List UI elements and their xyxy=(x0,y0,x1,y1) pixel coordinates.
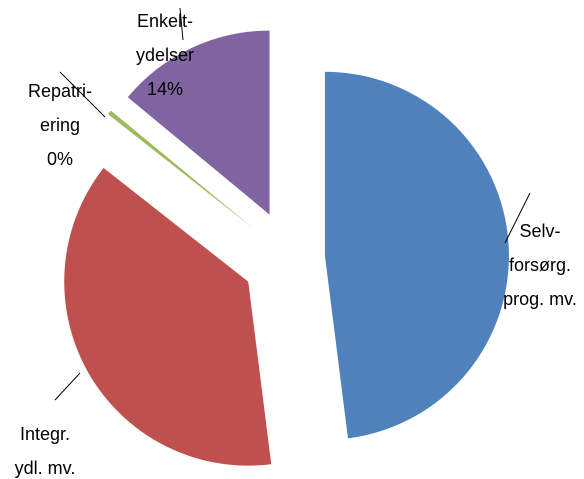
slices xyxy=(64,30,509,466)
pie-slice xyxy=(127,30,270,215)
value-label: 0% xyxy=(47,149,73,169)
value-label: 14% xyxy=(147,79,183,99)
slice-label: prog. mv. xyxy=(503,289,577,309)
slice-label: Selv- xyxy=(519,221,560,241)
slice-label: ering xyxy=(40,115,80,135)
leader-line xyxy=(179,7,184,41)
slice-label: ydl. mv. xyxy=(15,458,76,478)
leader-line xyxy=(54,372,81,401)
slice-label: Integr. xyxy=(20,424,70,444)
pie-slice xyxy=(107,110,253,228)
pie-slice xyxy=(64,167,272,466)
slice-label: Enkelt- xyxy=(137,11,193,31)
leader-line xyxy=(504,192,531,244)
slice-label: ydelser xyxy=(136,45,194,65)
leader-line xyxy=(59,71,106,118)
slice-label: Repatri- xyxy=(28,81,92,101)
slice-label: forsørg. xyxy=(509,255,571,275)
pie-slice xyxy=(324,71,509,439)
